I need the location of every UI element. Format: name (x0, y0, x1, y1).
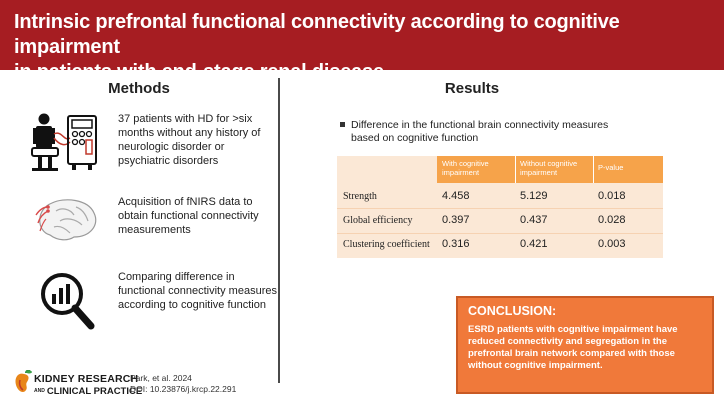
row-label-global-efficiency: Global efficiency (343, 215, 413, 226)
row-divider (337, 208, 663, 209)
table-header-row (437, 156, 663, 183)
row-label-strength: Strength (343, 191, 377, 202)
cell-strength-without: 5.129 (520, 190, 548, 202)
method-text-fnirs: Acquisition of fNIRS data to obtain func… (118, 196, 259, 236)
citation: Park, et al. 2024 DOI: 10.23876/j.krcp.2… (130, 373, 236, 395)
cell-global-without: 0.437 (520, 214, 548, 226)
method-text-compare: Comparing difference in functional conne… (118, 271, 277, 311)
logo-and: AND (34, 388, 45, 395)
cell-global-with: 0.397 (442, 214, 470, 226)
cell-clustering-p: 0.003 (598, 238, 626, 250)
citation-authors: Park, et al. 2024 (130, 373, 192, 383)
header-without-impairment: Without cognitive impairment (520, 159, 578, 177)
cell-clustering-without: 0.421 (520, 238, 548, 250)
cell-strength-with: 4.458 (442, 190, 470, 202)
row-label-clustering: Clustering coefficient (343, 239, 430, 250)
conclusion-box: CONCLUSION: ESRD patients with cognitive… (456, 296, 714, 394)
magnifier-chart-icon (30, 270, 102, 337)
header-p-value: P-value (598, 163, 624, 172)
bullet-line-1: Difference in the functional brain conne… (351, 119, 609, 131)
results-bullet: Difference in the functional brain conne… (340, 119, 640, 145)
cell-clustering-with: 0.316 (442, 238, 470, 250)
methods-title: Methods (108, 80, 170, 97)
cell-strength-p: 0.018 (598, 190, 626, 202)
header-with-impairment: With cognitive impairment (442, 159, 489, 177)
title-line-2: in patients with end-stage renal disease (14, 61, 384, 83)
title-line-1: Intrinsic prefrontal functional connecti… (14, 11, 620, 58)
header-divider (593, 156, 594, 183)
title-banner: Intrinsic prefrontal functional connecti… (0, 0, 724, 83)
results-title: Results (444, 80, 500, 97)
bullet-square-icon (340, 121, 345, 127)
connectivity-table: With cognitive impairment Without cognit… (337, 156, 663, 258)
conclusion-body: ESRD patients with cognitive impairment … (468, 324, 678, 371)
logo-line-2-text: CLINICAL PRACTICE (46, 386, 143, 397)
section-divider (278, 78, 280, 383)
method-text-patients: 37 patients with HD for >six months with… (118, 113, 261, 167)
bullet-line-2: based on cognitive function (351, 132, 479, 144)
header-divider (515, 156, 516, 183)
cell-global-p: 0.028 (598, 214, 626, 226)
logo-line-2: AND CLINICAL PRACTICE (34, 386, 142, 397)
journal-logo: KIDNEY RESEARCH AND CLINICAL PRACTICE (34, 373, 142, 397)
row-divider (337, 233, 663, 234)
brain-fnirs-icon (30, 195, 102, 248)
hemodialysis-patient-icon (30, 112, 102, 179)
kidney-logo-icon (14, 369, 34, 401)
conclusion-title: CONCLUSION: (468, 304, 557, 318)
page-title: Intrinsic prefrontal functional connecti… (14, 10, 710, 85)
logo-line-1: KIDNEY RESEARCH (34, 373, 139, 385)
citation-doi: DOI: 10.23876/j.krcp.22.291 (130, 384, 237, 394)
